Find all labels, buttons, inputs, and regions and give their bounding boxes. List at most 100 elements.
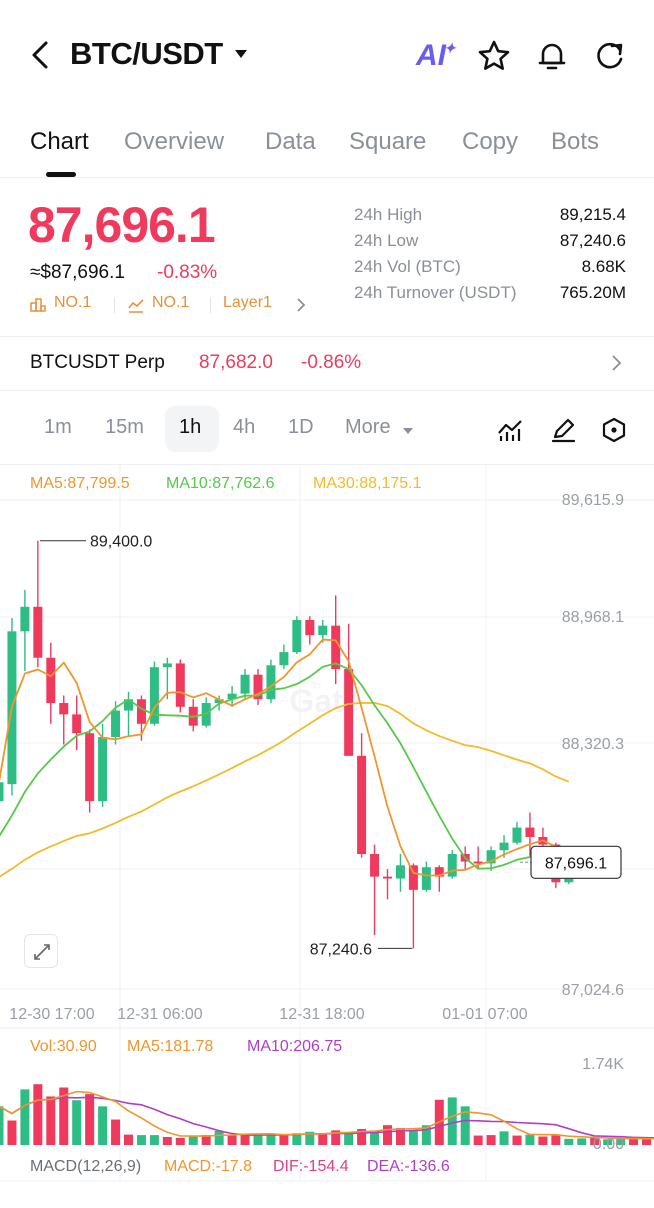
volume-bar [72,1100,82,1145]
stat-row: 24h Low 87,240.6 [354,231,626,257]
volume-axis-tick: 0.00 [593,1136,624,1153]
volume-bar [292,1133,302,1145]
tab-overview[interactable]: Overview [124,128,225,155]
interval-1d[interactable]: 1D [288,416,314,438]
rank-badge-1[interactable]: NO.1 [54,294,92,311]
tab-copy[interactable]: Copy [462,128,519,155]
chevron-right-icon[interactable] [610,354,622,372]
back-icon[interactable] [28,38,54,72]
settings-hex-icon[interactable] [600,416,628,444]
last-price: 87,696.1 [28,197,216,253]
interval-1h[interactable]: 1h [179,416,202,438]
interval-more[interactable]: More [345,416,391,438]
volume-bar [603,1139,613,1145]
tab-square[interactable]: Square [349,128,427,155]
y-axis-tick: 88,968.1 [562,609,624,626]
caret-down-icon[interactable] [234,48,248,60]
interval-bar: 1m 15m 1h 4h 1D More [0,404,654,454]
volume-bar [551,1135,561,1145]
y-axis-tick: 88,320.3 [562,736,624,753]
candle-body [370,853,380,877]
fiat-price: ≈$87,696.1 [30,262,125,283]
volume-bar [20,1089,30,1145]
high-marker-label: 89,400.0 [90,534,152,551]
volume-bar [266,1134,276,1145]
stat-row: 24h High 89,215.4 [354,205,626,231]
star-icon[interactable] [476,38,512,74]
candle-body [383,876,392,879]
volume-bar [279,1135,289,1145]
interval-1m[interactable]: 1m [44,416,72,438]
macd-value: MACD:-17.8 [164,1158,253,1175]
volume-bar [538,1136,548,1145]
category-tag[interactable]: Layer1 [223,294,272,311]
perp-change-pct: -0.86% [301,352,362,373]
volume-bar [577,1138,587,1145]
active-interval-bg [165,406,219,452]
volume-bar [85,1094,95,1145]
y-axis-tick: 87,024.6 [562,982,624,999]
24h-stats: 24h High 89,215.4 24h Low 87,240.6 24h V… [354,205,626,309]
interval-15m[interactable]: 15m [105,416,144,438]
candle-body [33,606,43,658]
volume-bar [124,1134,133,1145]
bell-icon[interactable] [534,38,570,74]
candle-body [72,714,82,734]
volume-bar [486,1135,496,1145]
ma30-line [0,701,570,878]
pair-title[interactable]: BTC/USDT [70,36,223,71]
rank-badge-2[interactable]: NO.1 [152,294,190,311]
candle-body [525,827,535,838]
candlestick-chart[interactable]: Gate89,615.988,968.188,320.387,024.689,4… [0,464,654,1208]
tab-chart[interactable]: Chart [30,128,89,155]
candle-body [162,663,172,668]
ma5-legend: MA5:87,799.5 [30,475,130,492]
tab-bar: Chart Overview Data Square Copy Bots [0,124,654,177]
ranking-icon [30,298,46,312]
indicator-icon[interactable] [496,416,524,444]
refresh-icon[interactable] [592,38,628,74]
volume-axis-tick: 1.74K [582,1056,624,1073]
perp-row[interactable]: BTCUSDT Perp 87,682.0 -0.86% [0,338,654,388]
candle-body [292,619,302,653]
volume-bar [305,1131,315,1145]
chevron-right-icon[interactable] [296,298,306,312]
candle-body [253,674,263,700]
volume-bar [201,1135,211,1145]
volume-bar [408,1130,418,1145]
price-change-pct: -0.83% [157,262,218,283]
ma5-line [0,638,570,877]
tab-bots[interactable]: Bots [551,128,600,155]
candle-body [357,755,367,854]
volume-bar [421,1125,431,1145]
candle-body [318,625,328,636]
volume-bar [227,1135,237,1145]
candle-body [473,861,483,864]
volume-bar [59,1087,69,1145]
candle-body [305,619,315,636]
volume-bar [149,1135,159,1145]
expand-chart-button[interactable] [24,934,58,968]
volume-bar [616,1138,626,1145]
candle-body [408,865,418,890]
draw-pen-icon[interactable] [549,416,577,444]
volume-bar [188,1135,198,1145]
tab-data[interactable]: Data [265,128,316,155]
perp-price: 87,682.0 [199,352,273,373]
ai-icon[interactable]: AI✦ [416,39,456,72]
volume-bar [318,1133,328,1145]
volume-bar [136,1135,146,1145]
candle-body [111,710,121,737]
stat-row: 24h Turnover (USDT) 765.20M [354,283,626,309]
candle-body [240,674,250,694]
candle-body [98,736,108,802]
volume-bar [383,1125,392,1145]
stat-label: 24h Vol (BTC) [354,257,461,276]
divider [0,336,654,337]
volume-bar [46,1096,56,1145]
stat-label: 24h Turnover (USDT) [354,283,517,302]
volume-bar [98,1106,108,1145]
vol-legend: Vol:30.90 [30,1038,97,1055]
interval-4h[interactable]: 4h [233,416,256,438]
caret-down-icon[interactable] [402,426,414,436]
